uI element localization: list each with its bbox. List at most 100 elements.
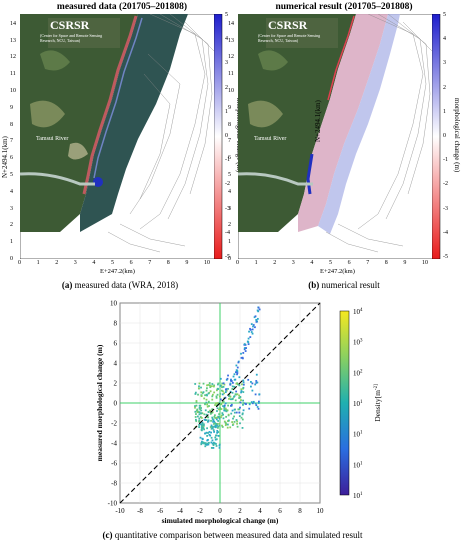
x-tick-label: -6 xyxy=(157,507,163,515)
data-point xyxy=(238,376,241,379)
data-point xyxy=(212,443,215,445)
data-point xyxy=(257,306,260,309)
data-point xyxy=(233,420,236,423)
data-point xyxy=(242,386,245,389)
data-point xyxy=(221,401,224,404)
data-point xyxy=(211,408,214,411)
panel-b-colorbar-tick-label: 3 xyxy=(443,60,446,67)
data-point xyxy=(224,402,227,405)
panel-a-y-tick-label: 4 xyxy=(10,188,13,195)
data-point xyxy=(224,407,227,410)
data-point xyxy=(207,411,210,414)
data-point xyxy=(200,426,203,429)
data-point xyxy=(206,403,209,406)
data-point xyxy=(214,425,217,427)
panel-b-river-label: Tamsui River xyxy=(254,136,287,142)
panel-a-xlabel: E+247.2(km) xyxy=(100,268,135,275)
data-point xyxy=(241,357,244,360)
panel-b-x-tick-label: 0 xyxy=(236,260,239,266)
panel-b-logo-sub: (Center for Space and Remote Sensing Res… xyxy=(258,33,321,43)
y-tick-label: 0 xyxy=(114,400,118,408)
data-point xyxy=(238,397,241,399)
reference-line xyxy=(119,302,321,504)
data-point xyxy=(200,429,203,431)
panel-b-y-tick-label: 8 xyxy=(228,121,231,128)
data-point xyxy=(227,387,229,390)
data-point xyxy=(222,417,225,420)
panel-a-x-tick-label: 9 xyxy=(185,260,189,266)
data-point xyxy=(200,442,203,445)
data-point xyxy=(215,418,218,421)
panel-b-colorbar-tick-label: 1 xyxy=(443,108,446,115)
data-point xyxy=(200,412,203,415)
data-point xyxy=(227,420,229,422)
data-point xyxy=(198,417,201,420)
data-point xyxy=(231,409,234,412)
panel-a-colorbar-tick-label: 3 xyxy=(225,60,228,67)
data-point xyxy=(203,428,205,431)
data-point xyxy=(235,364,238,367)
data-point xyxy=(247,337,250,340)
data-point xyxy=(242,383,245,386)
data-point xyxy=(216,389,218,392)
panel-a-y-tick-label: 1 xyxy=(10,239,13,246)
data-point xyxy=(228,397,230,400)
data-point xyxy=(196,415,199,418)
data-point xyxy=(242,409,245,412)
data-point xyxy=(206,434,209,437)
data-point xyxy=(200,395,203,397)
panel-c-caption-text: quantitative comparison between measured… xyxy=(112,530,363,540)
data-point xyxy=(212,444,215,447)
panel-b-logo: CSRSR xyxy=(268,18,308,32)
data-point xyxy=(225,389,228,392)
panel-a-colorbar-tick-label: -5 xyxy=(225,254,230,260)
data-point xyxy=(200,386,202,389)
y-tick-label: 2 xyxy=(114,380,118,388)
data-point xyxy=(233,411,236,414)
data-point xyxy=(254,315,257,318)
data-point xyxy=(229,383,232,386)
data-point xyxy=(216,393,219,396)
sea-area xyxy=(298,14,388,232)
data-point xyxy=(236,420,239,423)
data-point xyxy=(194,383,197,385)
panel-a-x-tick-label: 7 xyxy=(148,260,152,266)
data-point xyxy=(254,383,257,386)
data-point xyxy=(234,399,237,402)
panel-a-x-tick-label: 1 xyxy=(36,260,40,266)
data-point xyxy=(210,441,213,444)
panel-b-colorbar-tick-label: -2 xyxy=(443,181,448,188)
data-point xyxy=(222,413,224,416)
data-point xyxy=(218,401,221,404)
data-point xyxy=(194,393,197,395)
data-point xyxy=(223,405,226,408)
data-point xyxy=(217,382,220,385)
data-point xyxy=(240,352,242,355)
data-point xyxy=(210,427,213,430)
panel-b-y-tick-label: 12 xyxy=(228,54,234,61)
data-point xyxy=(215,426,217,429)
data-point xyxy=(242,399,244,402)
x-axis-label: simulated morphological change (m) xyxy=(162,516,279,525)
x-tick-label: 4 xyxy=(258,507,262,515)
data-point xyxy=(218,443,221,446)
data-point xyxy=(200,409,203,412)
data-point xyxy=(255,320,258,323)
y-tick-label: 8 xyxy=(114,320,118,328)
x-tick-label: -10 xyxy=(115,507,125,515)
panel-b-colorbar-tick-label: -1 xyxy=(443,157,448,164)
data-point xyxy=(225,410,228,413)
data-point xyxy=(237,361,240,364)
data-point xyxy=(222,400,225,403)
panel-a-x-tick-label: 0 xyxy=(18,260,21,266)
data-point xyxy=(220,403,223,406)
data-point xyxy=(199,436,202,439)
data-point xyxy=(205,389,208,392)
panel-b-x-tick-label: 4 xyxy=(310,260,314,266)
data-point xyxy=(222,405,224,407)
data-point xyxy=(223,383,226,386)
data-point xyxy=(205,413,208,416)
data-point xyxy=(223,409,226,412)
data-point xyxy=(247,378,250,381)
data-point xyxy=(217,383,219,386)
